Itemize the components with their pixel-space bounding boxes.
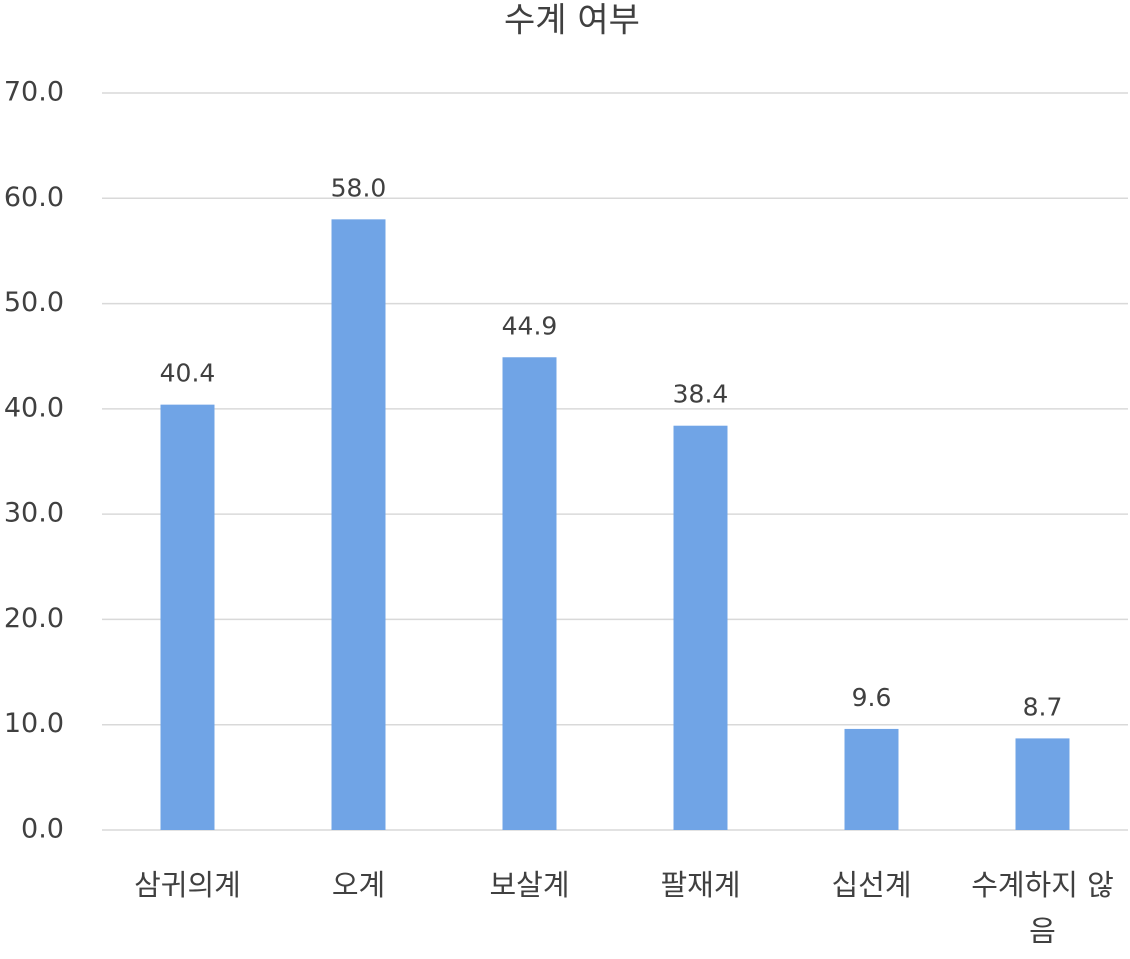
data-label: 8.7 xyxy=(1023,692,1063,721)
x-tick-label: 삼귀의계 xyxy=(134,868,241,902)
y-tick-label: 0.0 xyxy=(21,814,64,845)
x-tick-label: 보살계 xyxy=(489,868,570,902)
data-label: 44.9 xyxy=(502,311,558,340)
x-tick-label: 수계하지 않음 xyxy=(971,868,1114,948)
y-tick-label: 60.0 xyxy=(4,182,64,213)
y-tick-label: 30.0 xyxy=(4,498,64,529)
bar xyxy=(502,357,557,830)
bar xyxy=(1015,738,1070,830)
y-tick-label: 40.0 xyxy=(4,392,64,423)
data-label: 58.0 xyxy=(331,173,387,202)
y-tick-label: 10.0 xyxy=(4,708,64,739)
bar xyxy=(844,728,899,830)
bar xyxy=(160,404,215,830)
bar xyxy=(331,219,386,831)
x-tick-label: 팔재계 xyxy=(660,868,741,902)
x-tick-label: 오계 xyxy=(331,868,386,902)
chart-title: 수계 여부 xyxy=(504,1,640,41)
y-tick-label: 20.0 xyxy=(4,603,64,634)
y-tick-label: 50.0 xyxy=(4,287,64,318)
data-label: 40.4 xyxy=(160,359,216,388)
data-label: 9.6 xyxy=(852,683,892,712)
data-label: 38.4 xyxy=(673,380,729,409)
bar xyxy=(673,425,728,830)
y-tick-label: 70.0 xyxy=(4,77,64,108)
x-tick-label: 십선계 xyxy=(831,868,912,902)
